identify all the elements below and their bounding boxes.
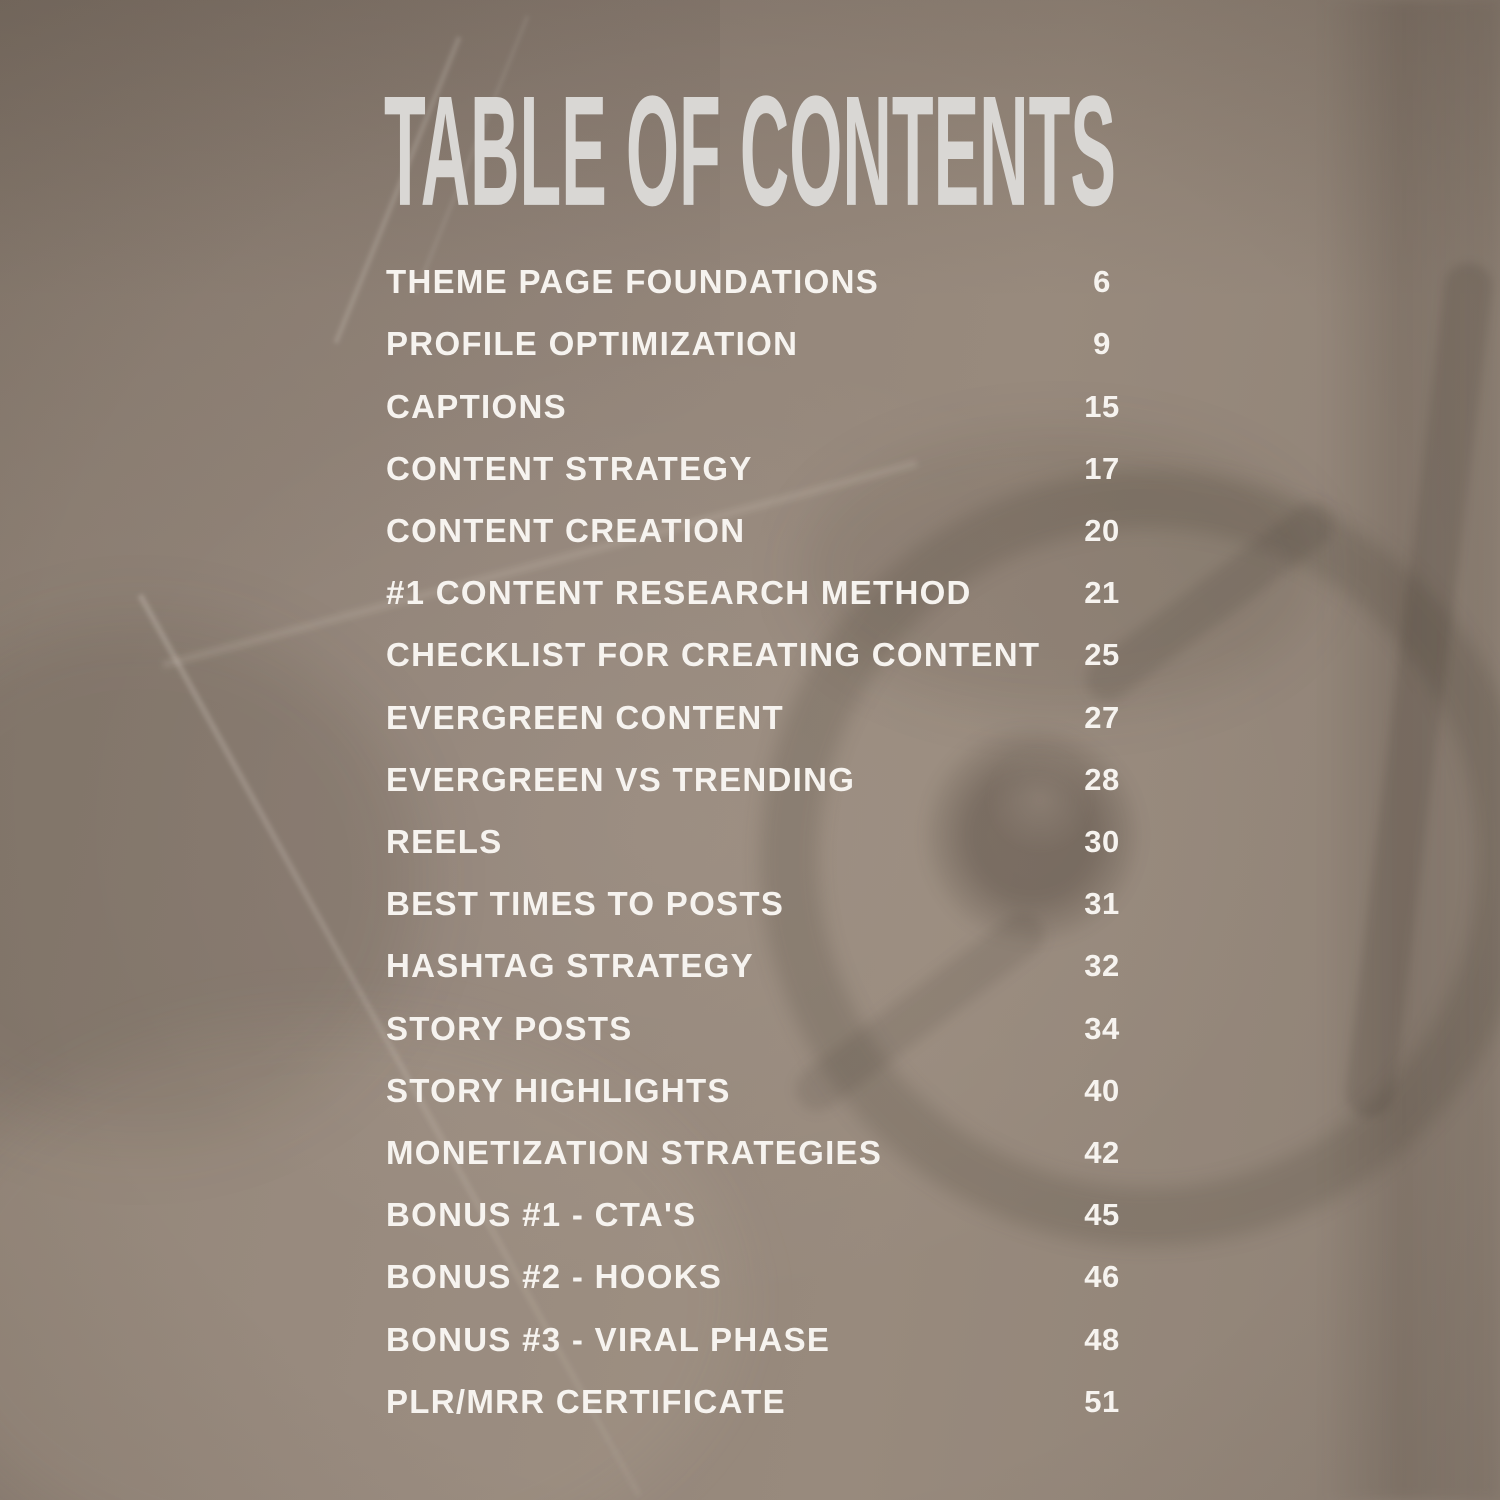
toc-entry-label: BEST TIMES TO POSTS xyxy=(386,885,785,923)
toc-entry-page-number: 17 xyxy=(1084,450,1120,486)
toc-entry: CHECKLIST FOR CREATING CONTENT 25 xyxy=(386,624,1138,686)
toc-entry-page-number: 20 xyxy=(1084,512,1120,548)
toc-entry-page-number: 28 xyxy=(1084,761,1120,797)
toc-entry: CAPTIONS 15 xyxy=(386,375,1138,437)
toc-entry-page-number: 6 xyxy=(1093,264,1111,300)
toc-entry: HASHTAG STRATEGY 32 xyxy=(386,935,1138,997)
page-title: TABLE OF CONTENTS xyxy=(0,76,1500,244)
page-title-text: TABLE OF CONTENTS xyxy=(384,76,1116,238)
toc-entry-page-number: 9 xyxy=(1093,326,1111,362)
toc-entry-label: #1 CONTENT RESEARCH METHOD xyxy=(386,574,972,612)
toc-entry-label: REELS xyxy=(386,822,503,860)
toc-entry: CONTENT STRATEGY 17 xyxy=(386,438,1138,500)
background-door-shape xyxy=(0,620,420,1140)
background-right-trim xyxy=(1342,260,1496,1120)
toc-entry: EVERGREEN VS TRENDING 28 xyxy=(386,749,1138,811)
toc-entry: PROFILE OPTIMIZATION 9 xyxy=(386,313,1138,375)
toc-entry-label: HASHTAG STRATEGY xyxy=(386,947,754,985)
toc-entry-label: STORY POSTS xyxy=(386,1009,633,1047)
toc-entry-label: CAPTIONS xyxy=(386,387,567,425)
toc-entry: THEME PAGE FOUNDATIONS 6 xyxy=(386,251,1138,313)
toc-entry: MONETIZATION STRATEGIES 42 xyxy=(386,1122,1138,1184)
toc-entry: BONUS #2 - HOOKS 46 xyxy=(386,1246,1138,1308)
toc-entry: PLR/MRR CERTIFICATE 51 xyxy=(386,1371,1138,1433)
toc-entry: BEST TIMES TO POSTS 31 xyxy=(386,873,1138,935)
toc-entry-page-number: 31 xyxy=(1084,886,1120,922)
toc-entry: REELS 30 xyxy=(386,811,1138,873)
toc-entry: BONUS #3 - VIRAL PHASE 48 xyxy=(386,1309,1138,1371)
toc-list: THEME PAGE FOUNDATIONS 6 PROFILE OPTIMIZ… xyxy=(386,251,1138,1433)
toc-entry-label: CHECKLIST FOR CREATING CONTENT xyxy=(386,636,1041,674)
toc-entry-label: EVERGREEN VS TRENDING xyxy=(386,760,856,798)
toc-entry-page-number: 15 xyxy=(1084,388,1120,424)
toc-entry-label: MONETIZATION STRATEGIES xyxy=(386,1134,883,1172)
toc-entry-label: PLR/MRR CERTIFICATE xyxy=(386,1382,786,1420)
toc-entry-page-number: 32 xyxy=(1084,948,1120,984)
toc-entry-label: BONUS #2 - HOOKS xyxy=(386,1258,723,1296)
toc-entry-page-number: 27 xyxy=(1084,699,1120,735)
toc-entry-label: PROFILE OPTIMIZATION xyxy=(386,325,799,363)
toc-entry-page-number: 34 xyxy=(1084,1010,1120,1046)
toc-entry: STORY HIGHLIGHTS 40 xyxy=(386,1060,1138,1122)
toc-entry: CONTENT CREATION 20 xyxy=(386,500,1138,562)
toc-entry: #1 CONTENT RESEARCH METHOD 21 xyxy=(386,562,1138,624)
toc-entry: EVERGREEN CONTENT 27 xyxy=(386,686,1138,748)
toc-entry: BONUS #1 - CTA'S 45 xyxy=(386,1184,1138,1246)
toc-entry-label: STORY HIGHLIGHTS xyxy=(386,1071,731,1109)
toc-entry-label: THEME PAGE FOUNDATIONS xyxy=(386,263,880,301)
toc-entry-page-number: 51 xyxy=(1084,1383,1120,1419)
toc-entry-label: BONUS #1 - CTA'S xyxy=(386,1196,697,1234)
toc-entry-label: BONUS #3 - VIRAL PHASE xyxy=(386,1320,831,1358)
toc-entry-page-number: 40 xyxy=(1084,1072,1120,1108)
toc-entry-label: CONTENT STRATEGY xyxy=(386,449,753,487)
toc-entry-page-number: 25 xyxy=(1084,637,1120,673)
toc-entry-page-number: 45 xyxy=(1084,1197,1120,1233)
toc-entry-page-number: 48 xyxy=(1084,1321,1120,1357)
toc-entry: STORY POSTS 34 xyxy=(386,998,1138,1060)
toc-entry-label: CONTENT CREATION xyxy=(386,511,746,549)
toc-entry-page-number: 30 xyxy=(1084,823,1120,859)
toc-entry-page-number: 42 xyxy=(1084,1135,1120,1171)
toc-entry-label: EVERGREEN CONTENT xyxy=(386,698,784,736)
toc-entry-page-number: 21 xyxy=(1084,575,1120,611)
toc-entry-page-number: 46 xyxy=(1084,1259,1120,1295)
